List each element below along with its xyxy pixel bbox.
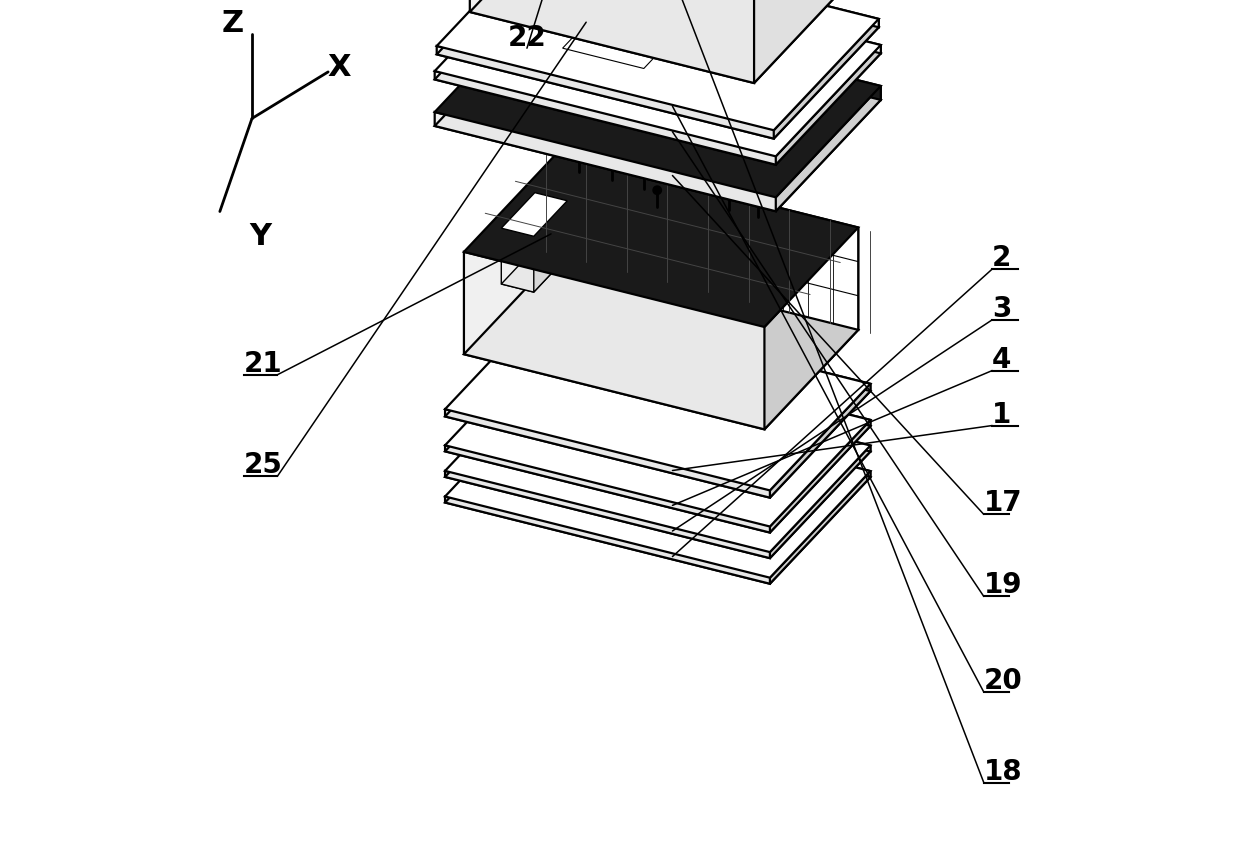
Text: 21: 21: [243, 349, 283, 378]
Polygon shape: [546, 390, 870, 477]
Polygon shape: [470, 0, 843, 83]
Polygon shape: [754, 0, 843, 83]
Polygon shape: [770, 446, 870, 558]
Polygon shape: [436, 0, 879, 130]
Polygon shape: [558, 152, 858, 330]
Circle shape: [653, 186, 661, 195]
Polygon shape: [445, 338, 870, 526]
Text: Z: Z: [222, 9, 243, 38]
Polygon shape: [435, 1, 880, 197]
Polygon shape: [445, 390, 870, 578]
Polygon shape: [546, 338, 870, 426]
Polygon shape: [776, 86, 880, 212]
Polygon shape: [776, 45, 880, 165]
Polygon shape: [533, 201, 567, 292]
Text: 1: 1: [992, 400, 1012, 429]
Text: 18: 18: [983, 757, 1023, 786]
Polygon shape: [435, 0, 880, 157]
Polygon shape: [539, 1, 880, 100]
Text: Y: Y: [249, 222, 272, 251]
Polygon shape: [546, 365, 870, 452]
Polygon shape: [764, 228, 858, 430]
Circle shape: [608, 160, 616, 168]
Polygon shape: [445, 471, 770, 558]
Polygon shape: [445, 365, 870, 552]
Polygon shape: [546, 303, 870, 391]
Polygon shape: [435, 112, 776, 212]
Circle shape: [640, 168, 649, 177]
Polygon shape: [464, 252, 764, 430]
Text: 4: 4: [992, 345, 1012, 374]
Polygon shape: [563, 0, 704, 69]
Text: X: X: [327, 53, 351, 82]
Text: 3: 3: [992, 294, 1012, 323]
Circle shape: [754, 196, 761, 205]
Polygon shape: [445, 409, 770, 497]
Polygon shape: [445, 303, 870, 491]
Polygon shape: [501, 193, 567, 236]
Polygon shape: [501, 228, 533, 292]
Polygon shape: [539, 0, 880, 53]
Text: 20: 20: [983, 667, 1023, 695]
Text: 17: 17: [983, 489, 1023, 518]
Polygon shape: [445, 497, 770, 584]
Polygon shape: [445, 371, 870, 558]
Polygon shape: [774, 19, 879, 139]
Polygon shape: [445, 345, 870, 533]
Circle shape: [575, 151, 583, 160]
Polygon shape: [435, 71, 776, 165]
Polygon shape: [435, 0, 880, 165]
Polygon shape: [470, 0, 754, 83]
Text: 22: 22: [507, 24, 547, 52]
Polygon shape: [501, 249, 567, 292]
Polygon shape: [770, 471, 870, 584]
Text: 25: 25: [243, 451, 283, 480]
Polygon shape: [542, 0, 879, 27]
Text: 2: 2: [992, 244, 1012, 272]
Text: 19: 19: [983, 571, 1022, 600]
Polygon shape: [436, 0, 879, 139]
Polygon shape: [445, 445, 770, 533]
Polygon shape: [436, 46, 774, 139]
Polygon shape: [464, 152, 858, 327]
Circle shape: [725, 190, 734, 198]
Polygon shape: [464, 255, 858, 430]
Polygon shape: [445, 310, 870, 497]
Polygon shape: [435, 14, 880, 212]
Polygon shape: [534, 193, 567, 256]
Polygon shape: [770, 420, 870, 533]
Polygon shape: [445, 396, 870, 584]
Polygon shape: [770, 384, 870, 497]
